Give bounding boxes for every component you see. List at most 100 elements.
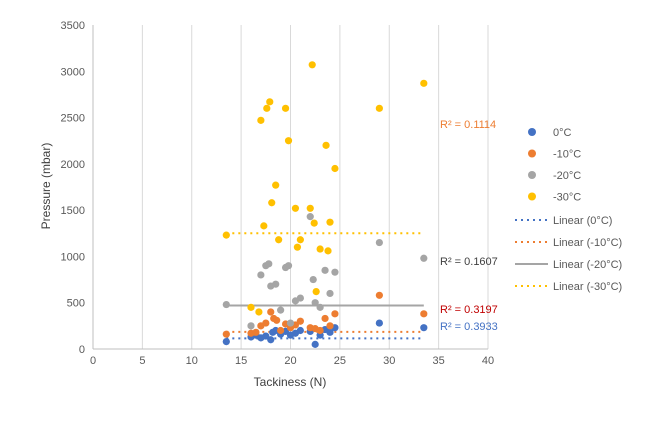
data-point bbox=[316, 303, 324, 311]
data-point bbox=[296, 326, 304, 335]
data-point bbox=[260, 222, 268, 230]
y-tick-label: 3500 bbox=[61, 20, 85, 32]
data-point bbox=[284, 137, 293, 145]
data-point bbox=[272, 280, 280, 288]
x-tick-label: 15 bbox=[235, 355, 247, 367]
data-point bbox=[247, 322, 255, 330]
axes: 0 5 10 15 20 25 30 35 40 0 500 1000 1500 2000 2500 3000… bbox=[61, 20, 495, 367]
legend-marker bbox=[528, 149, 536, 158]
data-point bbox=[267, 336, 275, 344]
y-axis-title: Pressure (mbar) bbox=[39, 143, 53, 230]
data-point bbox=[265, 260, 273, 268]
data-point bbox=[222, 231, 230, 239]
legend-marker bbox=[528, 192, 536, 201]
data-point bbox=[222, 300, 230, 309]
data-point bbox=[326, 322, 334, 330]
data-point bbox=[262, 332, 270, 340]
grid-lines bbox=[141, 25, 489, 349]
data-point bbox=[311, 299, 319, 307]
x-tick-label: 25 bbox=[334, 355, 346, 367]
data-point bbox=[324, 247, 332, 255]
x-tick-label: 20 bbox=[284, 355, 296, 367]
data-point bbox=[321, 266, 329, 274]
y-tick-label: 2500 bbox=[61, 113, 85, 125]
legend-label: Linear (-20°C) bbox=[553, 259, 622, 271]
data-point bbox=[272, 326, 280, 335]
data-point bbox=[375, 104, 383, 112]
data-point bbox=[296, 294, 304, 302]
data-point bbox=[322, 141, 330, 149]
r2-label: R² = 0.1607 bbox=[440, 256, 498, 268]
data-point bbox=[420, 310, 428, 318]
legend-marker bbox=[528, 128, 536, 136]
x-tick-label: 0 bbox=[90, 355, 96, 367]
r2-label: R² = 0.3197 bbox=[440, 304, 498, 316]
legend-label: Linear (0°C) bbox=[553, 215, 612, 227]
legend-label: -10°C bbox=[553, 149, 581, 161]
data-point bbox=[306, 204, 314, 212]
data-point bbox=[281, 104, 290, 112]
data-point bbox=[293, 243, 302, 251]
data-point bbox=[326, 218, 334, 226]
data-point bbox=[267, 308, 275, 316]
legend-label: -30°C bbox=[553, 192, 581, 204]
data-point bbox=[277, 326, 285, 335]
data-point bbox=[247, 303, 255, 311]
y-tick-label: 3000 bbox=[61, 66, 85, 78]
data-point bbox=[321, 314, 329, 323]
y-tick-label: 500 bbox=[67, 298, 85, 310]
data-point bbox=[222, 330, 230, 338]
data-point bbox=[308, 61, 316, 69]
legend-label: Linear (-30°C) bbox=[553, 281, 622, 293]
data-point bbox=[296, 236, 304, 244]
y-tick-label: 1000 bbox=[61, 251, 85, 263]
data-point bbox=[331, 164, 339, 173]
r2-label: R² = 0.1114 bbox=[440, 119, 496, 131]
data-point bbox=[312, 288, 320, 296]
data-point bbox=[255, 308, 263, 316]
data-point bbox=[252, 328, 260, 336]
data-point bbox=[296, 317, 304, 325]
data-point bbox=[257, 271, 265, 279]
data-point bbox=[375, 291, 383, 299]
data-point bbox=[222, 337, 230, 346]
legend: 0°C -10°C -20°C -30°C Linear (0°C) Linear (-1… bbox=[515, 127, 622, 293]
data-point bbox=[375, 238, 383, 247]
legend-marker bbox=[528, 171, 536, 179]
x-tick-label: 10 bbox=[186, 355, 198, 367]
y-tick-label: 0 bbox=[79, 344, 85, 356]
data-points bbox=[222, 61, 428, 348]
y-tick-label: 1500 bbox=[61, 205, 85, 217]
data-point bbox=[306, 213, 314, 221]
trendlines bbox=[226, 232, 424, 340]
x-axis-title: Tackiness (N) bbox=[254, 375, 327, 389]
data-point bbox=[257, 116, 265, 124]
x-tick-label: 35 bbox=[433, 355, 445, 367]
r2-labels: R² = 0.3933 R² = 0.3197 R² = 0.1607 R² = 0.… bbox=[440, 119, 498, 333]
data-point bbox=[420, 254, 428, 262]
data-point bbox=[420, 324, 428, 332]
data-point bbox=[311, 340, 319, 348]
data-point bbox=[316, 326, 324, 335]
legend-label: -20°C bbox=[553, 170, 581, 182]
data-point bbox=[272, 181, 280, 189]
data-point bbox=[375, 319, 383, 327]
data-point bbox=[266, 98, 274, 106]
data-point bbox=[331, 310, 339, 318]
r2-label: R² = 0.3933 bbox=[440, 321, 498, 333]
x-tick-label: 40 bbox=[482, 355, 494, 367]
data-point bbox=[263, 104, 271, 112]
data-point bbox=[316, 245, 324, 253]
data-point bbox=[286, 319, 295, 327]
data-point bbox=[420, 79, 428, 87]
data-point bbox=[331, 268, 339, 276]
y-tick-label: 2000 bbox=[61, 159, 85, 171]
data-point bbox=[310, 219, 318, 227]
data-point bbox=[262, 319, 270, 327]
data-point bbox=[273, 316, 281, 324]
x-tick-label: 5 bbox=[139, 355, 145, 367]
data-point bbox=[277, 306, 285, 314]
